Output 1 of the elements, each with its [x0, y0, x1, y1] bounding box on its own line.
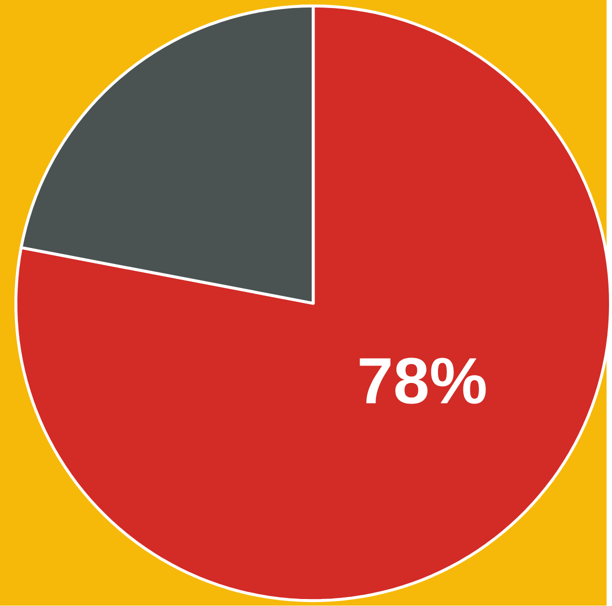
data-label: 78%: [360, 358, 486, 404]
